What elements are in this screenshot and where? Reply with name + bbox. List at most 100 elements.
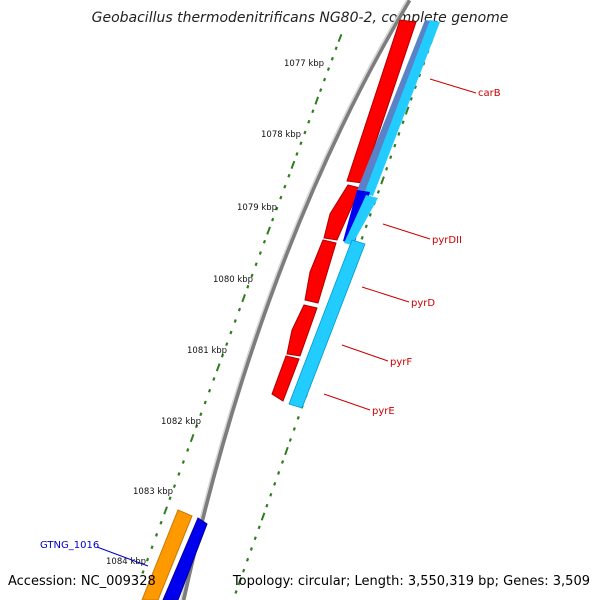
outer-scale-tick-minor: [295, 152, 299, 156]
gene-leader-lines: [96, 78, 477, 567]
inner-scale-tick-minor: [242, 568, 246, 573]
inner-scale-tick-minor: [277, 471, 281, 475]
outer-scale-tick-minor: [150, 545, 154, 550]
scale-label: 1079 kbp: [237, 203, 277, 213]
leader-pyrE: [323, 393, 371, 411]
inner-scale-tick-minor: [413, 85, 417, 90]
inner-scale-tick-major: [380, 176, 385, 185]
outer-scale-tick-minor: [319, 88, 323, 92]
inner-scale-tick-minor: [288, 438, 292, 442]
outer-scale-tick-minor: [186, 448, 190, 452]
outer-scale-tick-minor: [299, 141, 303, 146]
genome-backbone-highlight: [180, 0, 408, 600]
outer-scale-tick-minor: [271, 217, 275, 222]
inner-scale-tick-minor: [234, 590, 238, 594]
gene-label-carB[interactable]: carB: [478, 88, 501, 99]
outer-scale-tick-major: [215, 363, 221, 372]
outer-scale-tick-minor: [303, 130, 307, 135]
outer-scale-tick-major: [337, 33, 343, 43]
outer-scale-tick-minor: [307, 119, 311, 124]
accession-label: Accession: NC_009328: [8, 574, 156, 589]
outer-scale-tick-minor: [177, 472, 181, 476]
inner-scale-tick-minor: [409, 97, 413, 101]
lower-gene-track: [141, 509, 208, 600]
outer-scale-tick-minor: [207, 388, 212, 393]
gene-pyrDII-cyan[interactable]: [344, 195, 378, 245]
outer-scale-tick-minor: [225, 342, 229, 346]
gene-label-pyrD[interactable]: pyrD: [411, 298, 435, 309]
leader-carB: [429, 78, 477, 94]
gene-GTNG_1016-blue[interactable]: [162, 517, 208, 600]
gene-GTNG_1016-orange[interactable]: [141, 509, 193, 600]
inner-scale-tick-major: [237, 577, 243, 586]
scale-label: 1078 kbp: [261, 130, 301, 140]
outer-scale-tick-major: [266, 226, 271, 235]
gene-pyrD-red[interactable]: [304, 239, 337, 304]
inner-scale-tick-minor: [393, 143, 397, 148]
scale-label: 1083 kbp: [133, 487, 173, 497]
inner-scale-tick-minor: [376, 190, 381, 194]
inner-scale-tick-minor: [401, 120, 405, 125]
outer-scale-tick-major: [241, 294, 246, 303]
outer-scale-tick-major: [189, 433, 195, 443]
inner-scale-tick-minor: [269, 492, 273, 497]
outer-scale-tick-major: [163, 506, 168, 515]
leader-pyrD: [361, 286, 410, 303]
inner-scale-tick-minor: [280, 460, 285, 464]
outer-scale-tick-minor: [258, 251, 262, 255]
outer-scale-tick-minor: [194, 424, 199, 429]
gene-pyr-operon-cyan[interactable]: [288, 239, 366, 409]
outer-scale-tick-minor: [326, 67, 331, 71]
inner-scale-tick-minor: [257, 525, 261, 530]
outer-scale-tick-minor: [141, 570, 145, 574]
gene-pyrF-red[interactable]: [286, 304, 318, 357]
inner-scale-tick-minor: [292, 427, 296, 431]
outer-scale-tick-minor: [181, 460, 185, 464]
outer-scale-tick-minor: [334, 46, 338, 51]
gene-labels: carB pyrDII pyrD pyrF pyrE GTNG_1016: [40, 88, 501, 551]
inner-scale-tick-major: [284, 446, 289, 456]
inner-scale-tick-minor: [389, 155, 393, 160]
outer-scale-tick-minor: [145, 557, 150, 562]
gene-label-GTNG_1016[interactable]: GTNG_1016: [40, 540, 99, 551]
outer-scale-tick-minor: [233, 319, 237, 323]
gene-pyrE-red[interactable]: [271, 355, 300, 402]
red-gene-track: [271, 19, 417, 402]
outer-scale-tick-major: [290, 160, 296, 169]
outer-scale-tick-minor: [168, 496, 172, 501]
gene-carB-cyan-edge: [364, 20, 440, 196]
inner-scale-tick-minor: [368, 213, 372, 217]
outer-scale-tick-minor: [275, 206, 279, 211]
inner-scale-tick-minor: [253, 536, 257, 541]
inner-scale-tick-minor: [417, 73, 422, 78]
gene-label-pyrE[interactable]: pyrE: [372, 406, 395, 417]
scale-label: 1084 kbp: [106, 557, 146, 567]
outer-scale-tick-minor: [250, 273, 254, 278]
inner-scale-tick-major: [260, 512, 266, 521]
outer-scale-tick-minor: [154, 533, 159, 537]
outer-scale-tick-minor: [311, 109, 315, 114]
scale-label: 1080 kbp: [213, 275, 253, 285]
inner-scale-tick-minor: [273, 482, 277, 486]
inner-scale-tick-minor: [245, 557, 250, 562]
gene-pyrDII-red[interactable]: [323, 184, 361, 241]
gene-label-pyrDII[interactable]: pyrDII: [432, 235, 462, 246]
inner-scale-tick-minor: [360, 235, 364, 240]
inner-scale-tick-major: [404, 106, 410, 115]
outer-scale-tick-minor: [254, 262, 258, 267]
scale-label: 1081 kbp: [187, 346, 227, 356]
inner-scale-tick-minor: [385, 166, 389, 171]
outer-scale-tick-minor: [159, 520, 163, 525]
outer-scale-tick-minor: [322, 77, 327, 82]
outer-scale-tick-minor: [212, 377, 216, 381]
outer-scale-tick-minor: [246, 284, 250, 289]
inner-scale-tick-minor: [296, 416, 300, 420]
outer-scale-tick-minor: [220, 353, 225, 358]
inner-scale-tick-minor: [265, 503, 269, 508]
gene-label-pyrF[interactable]: pyrF: [390, 357, 412, 368]
leader-GTNG_1016: [96, 546, 149, 567]
cyan-gene-track: [288, 20, 440, 409]
outer-scale-tick-minor: [330, 56, 334, 61]
outer-scale-tick-major: [314, 96, 320, 105]
